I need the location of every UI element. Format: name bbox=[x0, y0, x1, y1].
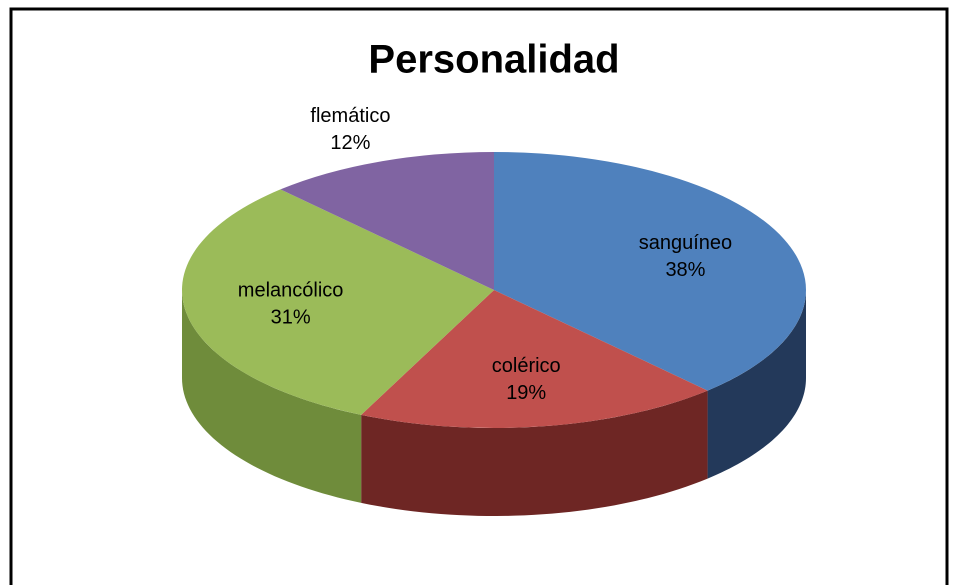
slice-value-label: 31% bbox=[271, 307, 311, 329]
pie-slice bbox=[280, 152, 494, 290]
pie-slice bbox=[361, 290, 708, 428]
pie-slice bbox=[494, 152, 806, 391]
slice-value-label: 12% bbox=[330, 132, 370, 154]
slice-category-label: flemático bbox=[310, 105, 390, 127]
slice-side bbox=[182, 290, 362, 503]
slice-side bbox=[707, 290, 806, 479]
slice-side bbox=[361, 390, 708, 516]
slice-value-label: 38% bbox=[665, 259, 705, 281]
slice-category-label: colérico bbox=[492, 355, 561, 377]
chart-title: Personalidad bbox=[368, 38, 619, 82]
slice-value-label: 19% bbox=[506, 382, 546, 404]
slice-category-label: sanguíneo bbox=[639, 232, 732, 254]
pie-slice bbox=[181, 189, 494, 415]
slice-category-label: melancólico bbox=[238, 280, 344, 302]
